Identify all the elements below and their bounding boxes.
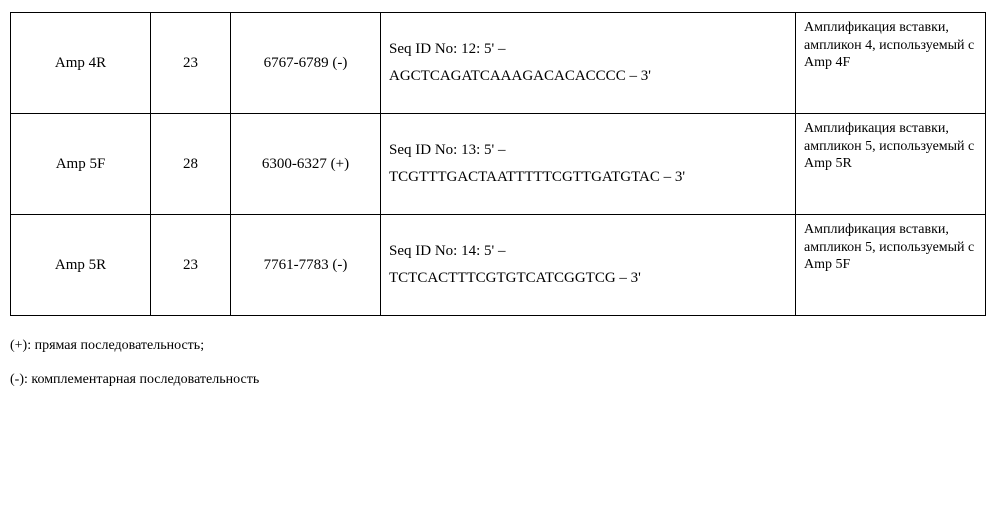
seq-header: Seq ID No: 14: 5' –: [389, 243, 787, 260]
primer-position: 6767-6789 (-): [231, 13, 381, 114]
primer-length: 23: [151, 215, 231, 316]
primer-position: 7761-7783 (-): [231, 215, 381, 316]
seq-body: AGCTCAGATCAAAGACACACCCC – 3': [389, 68, 787, 85]
footnote-minus: (-): комплементарная последовательность: [10, 372, 989, 388]
table-row: Amp 5F 28 6300-6327 (+) Seq ID No: 13: 5…: [11, 114, 986, 215]
primer-length: 23: [151, 13, 231, 114]
seq-header: Seq ID No: 13: 5' –: [389, 142, 787, 159]
primer-length: 28: [151, 114, 231, 215]
primer-name: Amp 5F: [11, 114, 151, 215]
primer-sequence: Seq ID No: 12: 5' – AGCTCAGATCAAAGACACAC…: [381, 13, 796, 114]
primer-description: Амплификация вставки, ампликон 5, исполь…: [796, 114, 986, 215]
primer-name: Amp 5R: [11, 215, 151, 316]
primer-description: Амплификация вставки, ампликон 4, исполь…: [796, 13, 986, 114]
primer-sequence: Seq ID No: 14: 5' – TCTCACTTTCGTGTCATCGG…: [381, 215, 796, 316]
footnote-plus: (+): прямая последовательность;: [10, 338, 989, 354]
table-row: Amp 5R 23 7761-7783 (-) Seq ID No: 14: 5…: [11, 215, 986, 316]
primer-sequence: Seq ID No: 13: 5' – TCGTTTGACTAATTTTTCGT…: [381, 114, 796, 215]
table-row: Amp 4R 23 6767-6789 (-) Seq ID No: 12: 5…: [11, 13, 986, 114]
primer-position: 6300-6327 (+): [231, 114, 381, 215]
seq-body: TCGTTTGACTAATTTTTCGTTGATGTAC – 3': [389, 169, 787, 186]
footnotes: (+): прямая последовательность; (-): ком…: [10, 338, 989, 388]
primer-table: Amp 4R 23 6767-6789 (-) Seq ID No: 12: 5…: [10, 12, 986, 316]
seq-body: TCTCACTTTCGTGTCATCGGTCG – 3': [389, 270, 787, 287]
seq-header: Seq ID No: 12: 5' –: [389, 41, 787, 58]
primer-description: Амплификация вставки, ампликон 5, исполь…: [796, 215, 986, 316]
primer-name: Amp 4R: [11, 13, 151, 114]
